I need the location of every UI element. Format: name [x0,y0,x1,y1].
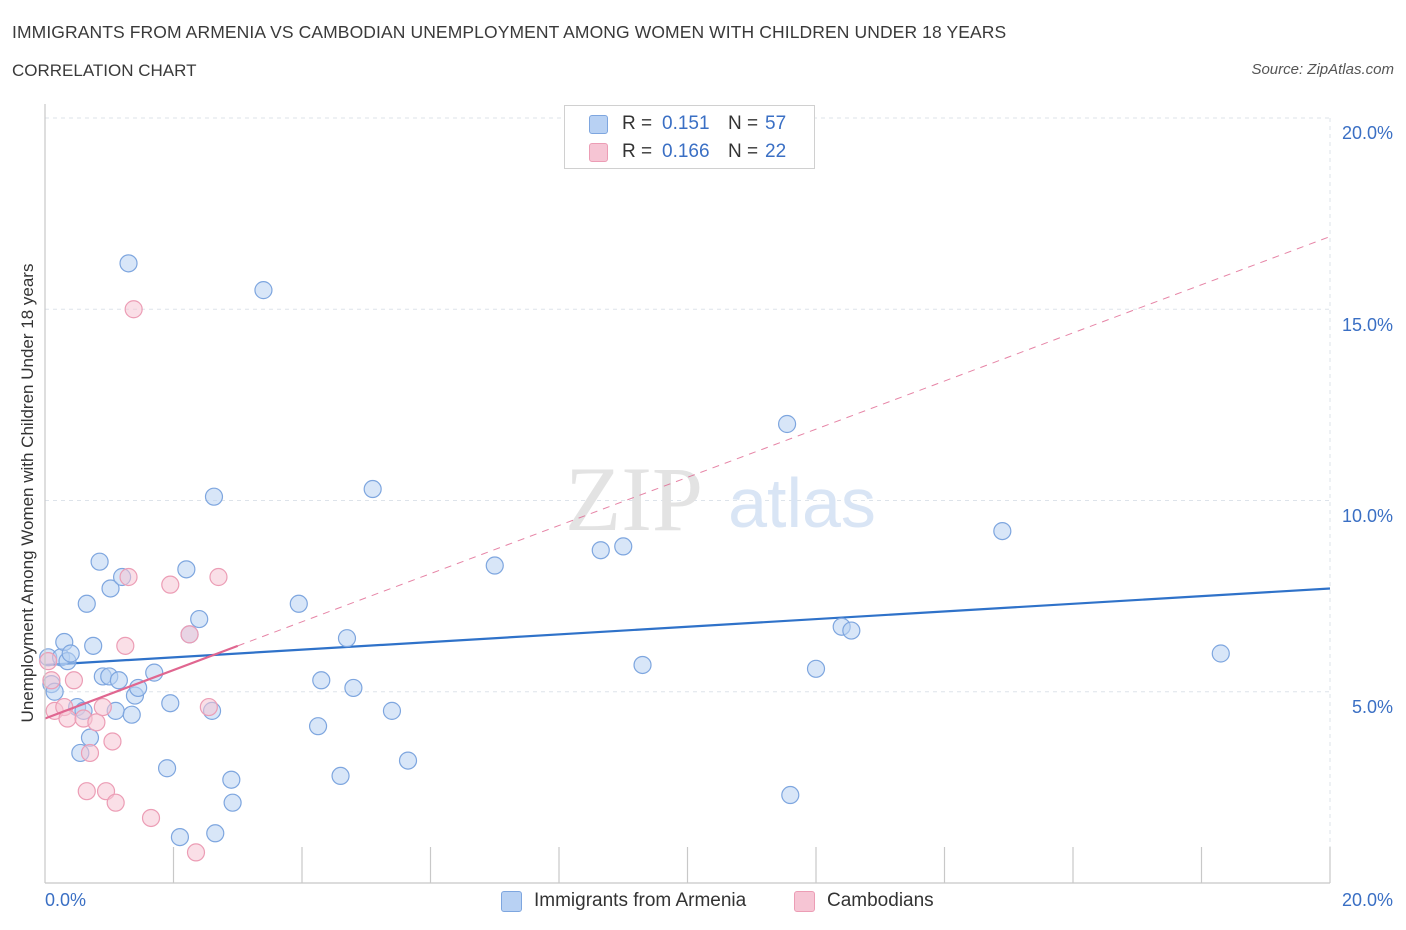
legend-swatch-pink [589,142,608,162]
data-point-armenia [80,728,100,747]
data-point-armenia [993,521,1012,541]
data-point-armenia [84,636,103,655]
watermark-zip: ZIP [565,448,703,550]
x-tick-label-min: 0.0% [45,890,87,910]
data-point-cambodians [77,782,96,801]
data-point-cambodians [186,843,206,862]
legend-r-value-armenia: 0.151 [662,113,710,134]
data-point-armenia [90,552,109,571]
data-point-armenia [842,621,861,640]
stats-legend: R = 0.151 N = 57 R = 0.166 N = 22 [564,105,815,169]
watermark-atlas: atlas [728,464,876,542]
data-point-armenia [222,770,241,789]
y-tick-label: 15.0% [1341,315,1393,335]
legend-label-cambodians: Cambodians [827,890,934,911]
data-point-armenia [312,671,331,690]
legend-n-label: N = [728,113,759,134]
data-point-armenia [61,644,80,663]
y-tick-label: 5.0% [1351,697,1393,717]
data-point-cambodians [124,300,143,319]
data-point-armenia [363,479,382,499]
data-point-cambodians [161,575,180,594]
data-point-armenia [161,694,180,713]
data-point-armenia [1211,644,1230,663]
data-point-armenia [254,281,273,300]
data-point-cambodians [180,625,199,644]
data-point-armenia [633,655,652,675]
data-point-armenia [777,414,797,434]
data-point-cambodians [42,671,61,690]
chart-subtitle: CORRELATION CHART [12,61,197,80]
x-tick-label-max: 20.0% [1341,890,1393,910]
data-point-armenia [101,579,120,598]
data-point-armenia [119,254,138,273]
data-point-armenia [781,785,800,805]
legend-item-cambodians[interactable]: Cambodians [794,890,934,912]
legend-row-armenia: R = 0.151 N = 57 [589,113,786,135]
watermark: ZIP atlas [565,448,876,550]
data-point-armenia [398,751,418,770]
data-point-armenia [157,759,177,778]
legend-row-cambodians: R = 0.166 N = 22 [589,141,786,163]
data-point-armenia [331,766,350,786]
data-points [39,254,1230,862]
legend-swatch-blue [589,114,608,134]
data-point-armenia [344,678,363,698]
data-point-cambodians [103,732,122,751]
data-point-armenia [206,824,225,843]
legend-swatch-blue [501,890,522,912]
data-point-cambodians [87,713,106,732]
data-point-armenia [337,629,357,648]
data-point-cambodians [39,652,58,671]
y-tick-label: 20.0% [1341,123,1393,143]
trend-line-armenia [44,587,1331,667]
legend-n-value-cambodians: 22 [765,141,787,162]
data-point-cambodians [199,697,218,717]
data-point-armenia [77,594,96,613]
data-point-armenia [129,678,148,698]
data-point-armenia [204,487,224,506]
legend-r-label: R = [622,113,653,134]
data-point-armenia [122,705,141,724]
source-credit: Source: ZipAtlas.com [1251,61,1394,78]
data-point-cambodians [93,697,112,717]
data-point-armenia [485,556,504,575]
data-point-armenia [806,659,826,678]
data-point-armenia [109,671,128,690]
legend-r-label: R = [622,141,653,162]
data-point-armenia [591,541,610,560]
legend-r-value-cambodians: 0.166 [662,141,710,162]
chart-title: IMMIGRANTS FROM ARMENIA VS CAMBODIAN UNE… [12,22,1007,42]
y-axis-label: Unemployment Among Women with Children U… [18,263,37,723]
data-point-armenia [170,827,190,847]
data-point-armenia [308,717,328,736]
legend-swatch-pink [794,890,815,912]
data-point-armenia [223,793,242,812]
axes [44,104,1331,884]
data-point-cambodians [116,636,135,655]
trend-line-cambodians [44,644,239,720]
legend-n-value-armenia: 57 [765,113,787,134]
legend-item-armenia[interactable]: Immigrants from Armenia [501,890,746,912]
y-tick-label: 10.0% [1341,506,1393,526]
data-point-cambodians [80,743,100,763]
data-point-cambodians [106,793,125,812]
data-point-cambodians [64,671,84,690]
data-point-armenia [177,560,196,579]
data-point-armenia [289,594,308,613]
data-point-armenia [382,701,402,720]
series-legend: Immigrants from Armenia Cambodians [0,890,1406,914]
data-point-cambodians [119,567,138,587]
data-point-armenia [614,537,633,556]
legend-label-armenia: Immigrants from Armenia [534,890,747,911]
trend-line-cambodians-extrapolated [237,236,1331,647]
data-point-cambodians [209,567,228,587]
legend-n-label: N = [728,141,759,162]
trend-lines [44,236,1331,667]
data-point-armenia [190,609,209,629]
data-point-cambodians [141,808,161,828]
